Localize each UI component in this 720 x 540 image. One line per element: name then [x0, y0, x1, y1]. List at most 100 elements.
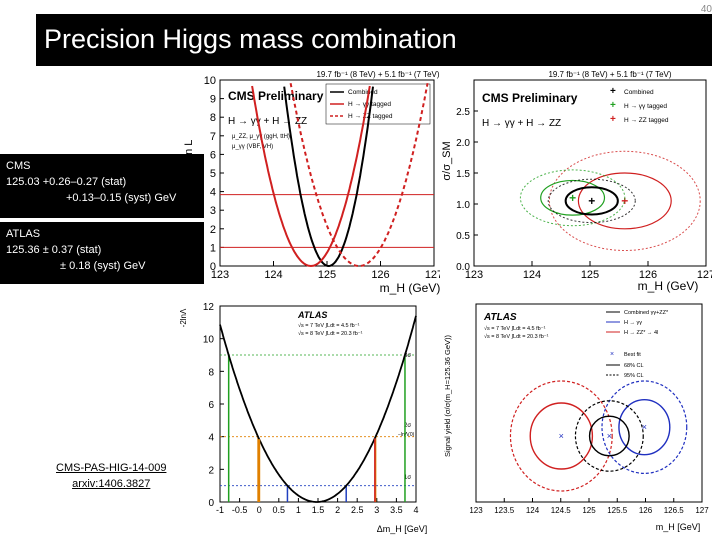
- c2-xtick-label: 124: [523, 269, 541, 281]
- c1-header: 19.7 fb⁻¹ (8 TeV) + 5.1 fb⁻¹ (7 TeV): [316, 70, 439, 79]
- c4-lumi-0: √s = 7 TeV ∫Ldt = 4.5 fb⁻¹: [484, 325, 546, 332]
- c4-ellipse95-0: [574, 400, 644, 472]
- c4-xtick-label: 126: [639, 506, 653, 515]
- c3-xtick-label: 0.5: [273, 505, 286, 515]
- page-number: 40: [700, 4, 712, 15]
- c1-title: CMS Preliminary: [228, 89, 324, 103]
- c3-ytick-label: 10: [203, 335, 215, 346]
- c3-xtick-label: 2.5: [351, 505, 364, 515]
- c4-title: ATLAS: [483, 312, 517, 323]
- c1-series-1: [251, 85, 371, 268]
- c3-series-0: [219, 315, 417, 503]
- c1-process: H → γγ + H → ZZ: [228, 116, 307, 127]
- c2-legend-1: H → γγ tagged: [624, 103, 667, 110]
- c1-xtick-label: 124: [264, 269, 282, 281]
- c1-ytick-label: 0: [210, 261, 216, 273]
- c4-legend-3: Best fit: [624, 352, 641, 358]
- c1-legend-0: Combined: [348, 89, 378, 96]
- c1-xtick-label: 123: [211, 269, 229, 281]
- c2-ytick-label: 0.5: [456, 231, 470, 242]
- c3-xtick-label: -1: [216, 505, 224, 515]
- cms-signal-strength-chart: 19.7 fb⁻¹ (8 TeV) + 5.1 fb⁻¹ (7 TeV) σ/σ…: [441, 70, 712, 293]
- c3-ytick-label: 0: [208, 498, 214, 509]
- c1-ylabel: - 2 Δ ln L: [183, 140, 195, 183]
- title-bar: Precision Higgs mass combination: [36, 14, 712, 66]
- c4-xtick-label: 126.5: [664, 506, 685, 515]
- c1-ytick-label: 4: [210, 187, 216, 199]
- references: CMS-PAS-HIG-14-009 arxiv:1406.3827: [56, 460, 166, 492]
- c4-legend: Combined γγ+ZZ* H → γγ H → ZZ* → 4l × Be…: [606, 310, 669, 379]
- atlas-label: ATLAS: [6, 228, 41, 240]
- c2-xtick-label: 123: [465, 269, 483, 281]
- c3-xtick-label: -0.5: [232, 505, 248, 515]
- c3-xtick-label: 3.5: [390, 505, 403, 515]
- c4-legend-4: 68% CL: [624, 363, 644, 369]
- c3-xtick-label: 0: [257, 505, 262, 515]
- c4-ellipse68-1: [618, 398, 671, 456]
- c4-xtick-label: 125.5: [607, 506, 628, 515]
- c3-title: ATLAS: [297, 310, 327, 320]
- arxiv-link[interactable]: arxiv:1406.3827: [72, 478, 151, 490]
- c4-xtick-label: 124: [526, 506, 540, 515]
- c1-legend-2: H → ZZ tagged: [348, 113, 393, 120]
- c1-ytick-label: 10: [204, 75, 216, 87]
- c4-ylabel: Signal yield (σ/σ(m_H=125.36 GeV)): [443, 334, 452, 457]
- c4-bestfit-0: ×: [607, 431, 612, 441]
- c2-legend-0: Combined: [624, 89, 654, 96]
- c4-ellipse95-1: [601, 380, 688, 475]
- c3-xtick-label: 1: [296, 505, 301, 515]
- c4-legend-5: 95% CL: [624, 373, 644, 379]
- c2-ellipse95-0: [547, 178, 636, 224]
- c2-process: H → γγ + H → ZZ: [482, 118, 561, 129]
- c2-ytick-label: 1.5: [456, 169, 470, 180]
- c4-legend-marker-bestfit: ×: [610, 351, 614, 358]
- c1-xtick-label: 125: [318, 269, 336, 281]
- c1-ytick-label: 1: [210, 242, 216, 254]
- c4-xtick-label: 124.5: [551, 506, 572, 515]
- c2-ellipse68-0: [564, 186, 619, 216]
- cms-note-link[interactable]: CMS-PAS-HIG-14-009: [56, 462, 167, 474]
- c2-header: 19.7 fb⁻¹ (8 TeV) + 5.1 fb⁻¹ (7 TeV): [548, 70, 671, 79]
- slide-title: Precision Higgs mass combination: [44, 24, 457, 54]
- c1-annotation-1: μ_γγ (VBF, VH): [232, 144, 273, 150]
- c3-tension-label: −lnΛ(0): [398, 432, 415, 438]
- c1-xlabel: m_H (GeV): [380, 281, 440, 295]
- c1-xtick-label: 126: [371, 269, 389, 281]
- c2-legend: + Combined + H → γγ tagged + H → ZZ tagg…: [610, 86, 669, 125]
- c3-xtick-label: 3: [374, 505, 379, 515]
- c4-lumi-1: √s = 8 TeV ∫Ldt = 20.3 fb⁻¹: [484, 333, 549, 340]
- c4-ellipse68-0: [588, 415, 630, 457]
- atlas-signal-yield-chart: Signal yield (σ/σ(m_H=125.36 GeV)) m_H […: [443, 303, 709, 532]
- c3-ytick-label: 2: [208, 465, 214, 476]
- c2-legend-marker-2: +: [610, 114, 616, 125]
- c3-ytick-label: 12: [203, 302, 215, 313]
- c2-legend-marker-0: +: [610, 86, 616, 97]
- c3-xlabel: Δm_H [GeV]: [377, 524, 428, 534]
- c4-xtick-label: 125: [582, 506, 596, 515]
- c4-ellipse68-2: [529, 402, 594, 470]
- c3-sigma-2: 2σ: [404, 423, 411, 429]
- c2-ellipse68-1: [540, 179, 606, 216]
- c4-bestfit-2: ×: [559, 431, 564, 441]
- c2-title: CMS Preliminary: [482, 91, 578, 105]
- c2-xtick-label: 127: [697, 269, 712, 281]
- c1-ytick-label: 5: [210, 168, 216, 180]
- c2-bestfit-0: +: [588, 194, 595, 208]
- c2-ytick-label: 2.0: [456, 138, 470, 149]
- c4-bestfit-1: ×: [642, 422, 647, 432]
- c1-ytick-label: 2: [210, 224, 216, 236]
- c1-ytick-label: 6: [210, 149, 216, 161]
- c3-xtick-label: 1.5: [312, 505, 325, 515]
- cms-result-box: CMS 125.03 +0.26–0.27 (stat) +0.13–0.15 …: [0, 154, 204, 218]
- c3-ylabel: -2lnΛ: [179, 308, 188, 327]
- c2-xlabel: m_H (GeV): [638, 279, 699, 293]
- c4-xlabel: m_H [GeV]: [656, 522, 701, 532]
- c2-ytick-label: 1.0: [456, 200, 470, 211]
- c3-sigma-1: 1σ: [404, 475, 411, 481]
- c2-frame: [473, 79, 707, 267]
- c2-legend-2: H → ZZ tagged: [624, 117, 669, 124]
- c3-ytick-label: 6: [208, 400, 214, 411]
- c1-xtick-label: 127: [425, 269, 440, 281]
- c1-ytick-label: 7: [210, 131, 216, 143]
- atlas-result-box: ATLAS 125.36 ± 0.37 (stat) ± 0.18 (syst)…: [0, 222, 204, 284]
